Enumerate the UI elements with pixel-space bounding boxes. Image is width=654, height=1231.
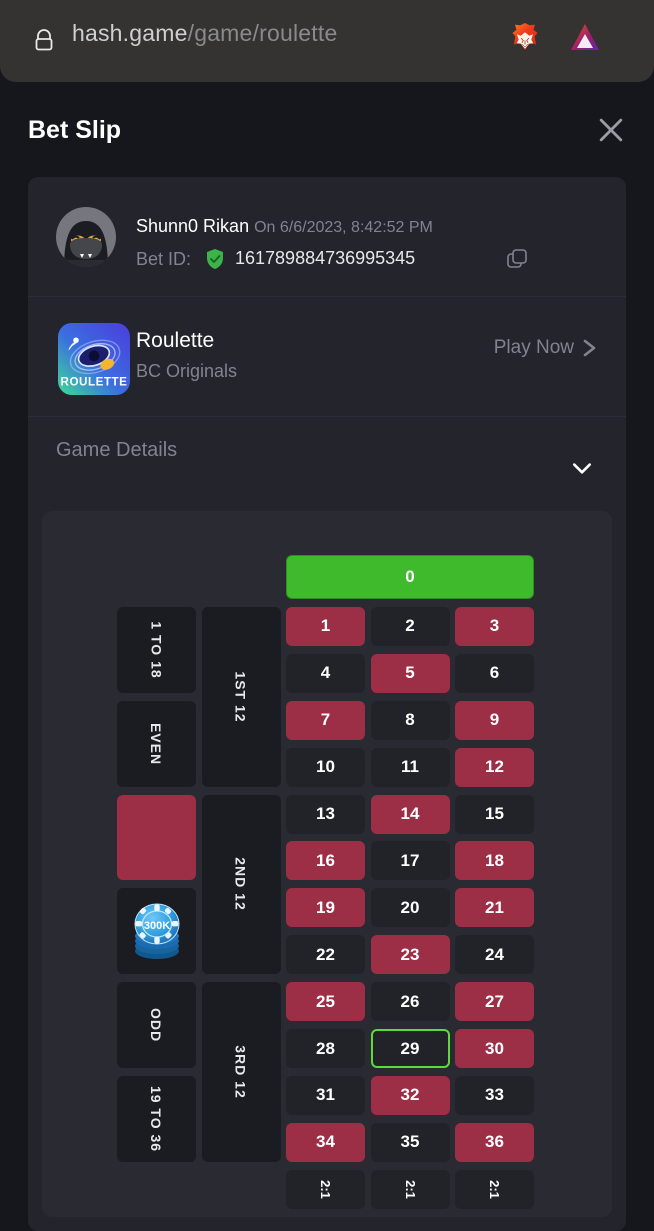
svg-text:300K: 300K <box>143 920 169 932</box>
svg-text:ROULETTE: ROULETTE <box>61 375 128 388</box>
